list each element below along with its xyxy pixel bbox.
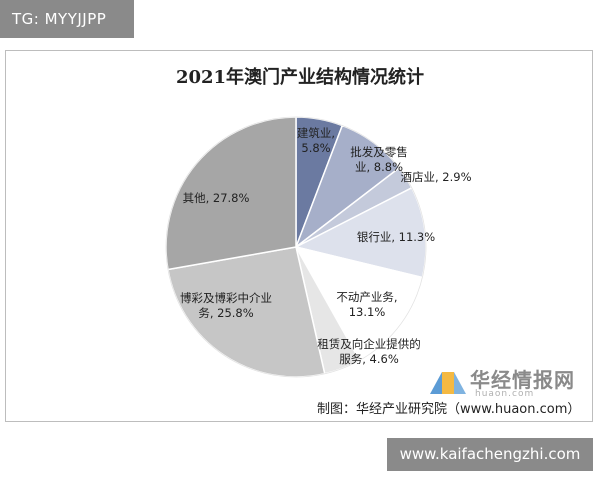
slice-label: 酒店业, 2.9% — [400, 170, 471, 184]
slice-label: 批发及零售业, 8.8% — [350, 145, 408, 174]
tg-badge: TG: MYYJJPP — [0, 0, 134, 38]
slice-label: 银行业, 11.3% — [357, 230, 435, 244]
chart-title: 2021年澳门产业结构情况统计 — [175, 67, 425, 88]
slice-label: 其他, 27.8% — [183, 191, 250, 205]
slice-label: 租赁及向企业提供的服务, 4.6% — [317, 337, 421, 366]
pie-outline — [165, 116, 427, 378]
huaon-logo-icon — [430, 372, 466, 394]
slice-label: 建筑业, 5.8% — [297, 126, 335, 155]
watermark-sub: huaon.com — [475, 389, 535, 399]
slice-label: 博彩及博彩中介业务, 25.8% — [180, 291, 272, 320]
slice-label: 不动产业务, 13.1% — [336, 290, 397, 319]
watermark-name: 华经情报网 — [470, 368, 575, 392]
source-note: 制图：华经产业研究院（www.huaon.com） — [317, 402, 581, 417]
site-badge: www.kaifachengzhi.com — [387, 438, 593, 471]
